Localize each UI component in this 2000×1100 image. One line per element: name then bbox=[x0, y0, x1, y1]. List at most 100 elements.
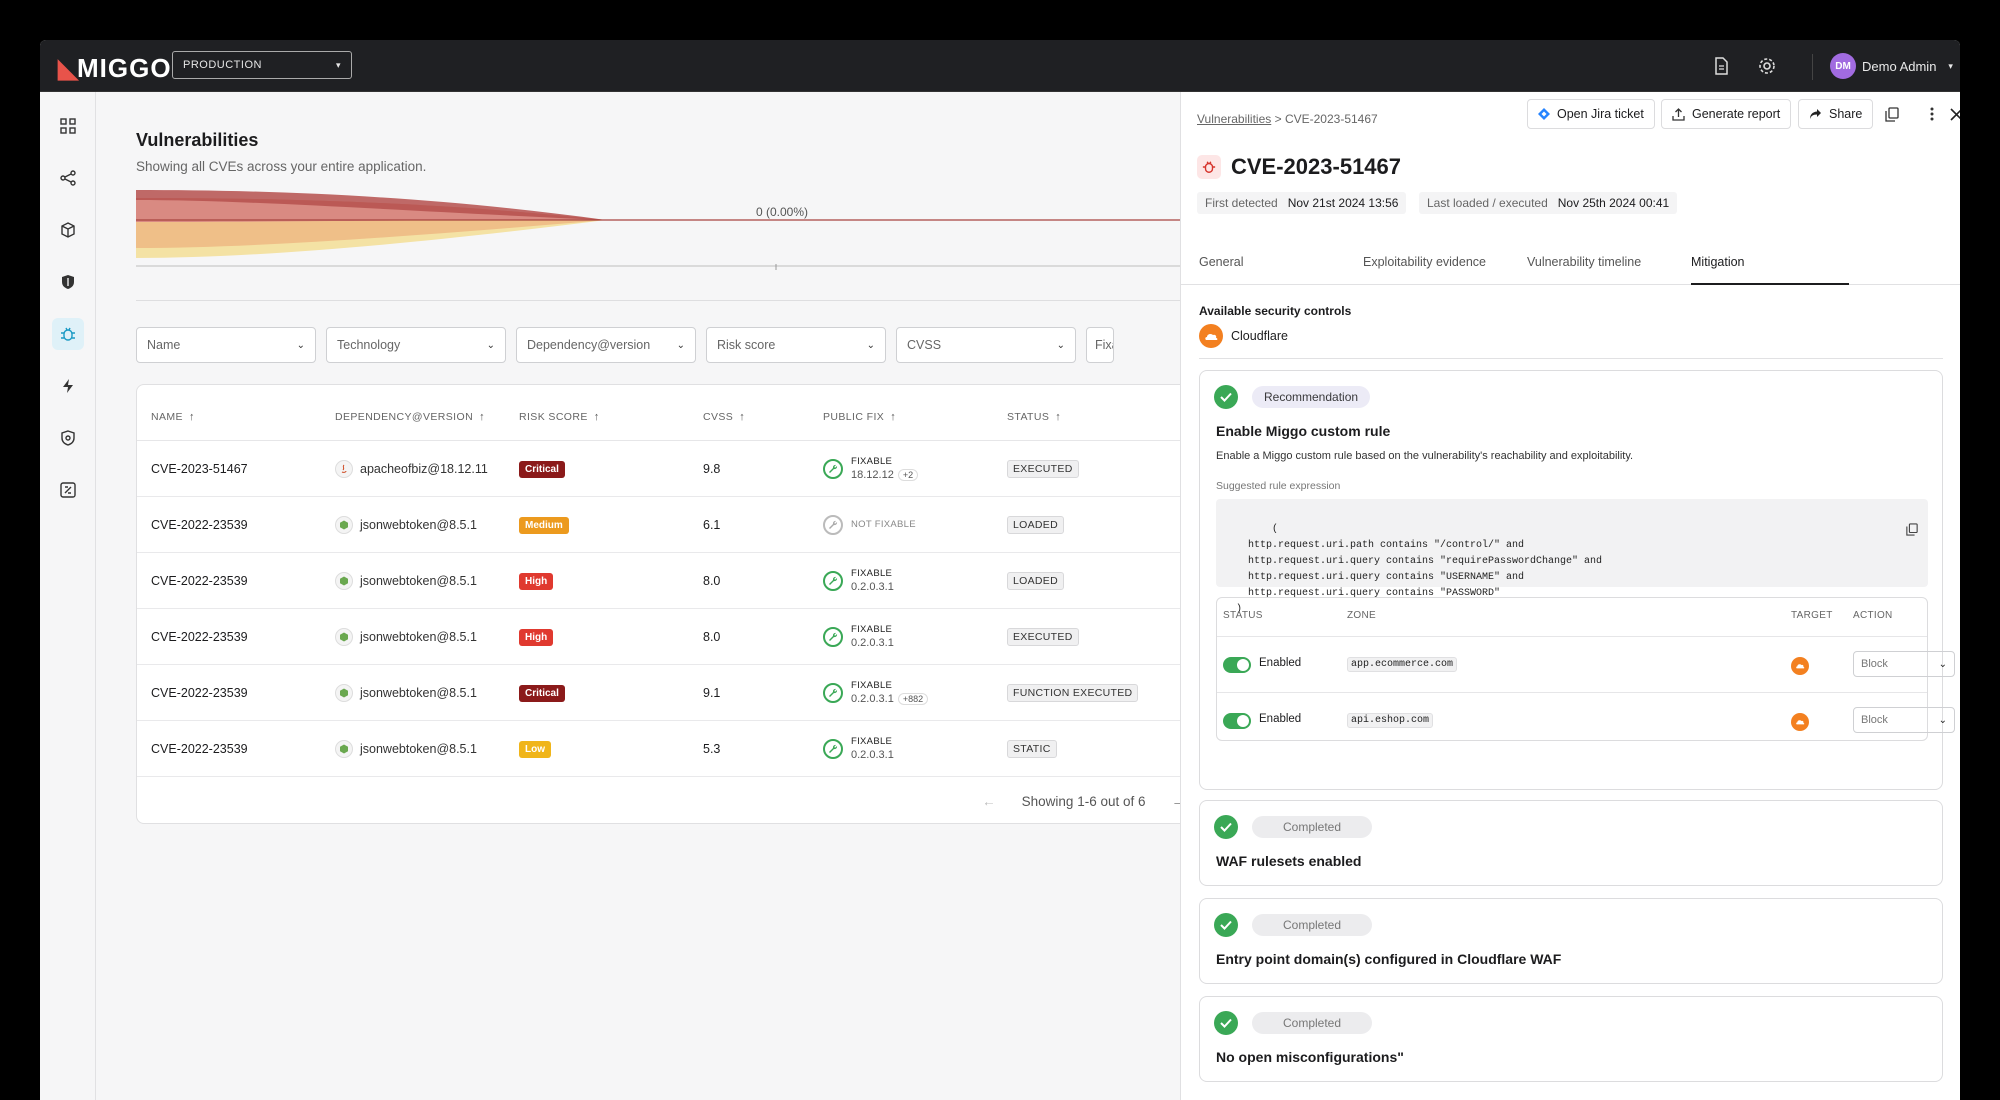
status-cell: EXECUTED bbox=[1007, 609, 1079, 665]
public-fix-cell: FIXABLE 0.2.0.3.1 bbox=[823, 553, 894, 609]
sidebar-security-policy-icon[interactable] bbox=[52, 422, 84, 454]
sort-arrow-icon[interactable]: ↑ bbox=[1055, 411, 1062, 423]
filter-dropdown[interactable]: Technology ⌄ bbox=[326, 327, 506, 363]
column-header[interactable]: STATUS ↑ bbox=[1007, 411, 1061, 423]
sort-arrow-icon[interactable]: ↑ bbox=[188, 411, 195, 423]
risk-badge: Medium bbox=[519, 516, 569, 534]
sort-arrow-icon[interactable]: ↑ bbox=[890, 411, 897, 423]
tab-vulnerability-timeline[interactable]: Vulnerability timeline bbox=[1527, 255, 1642, 269]
tab-general[interactable]: General bbox=[1199, 255, 1244, 269]
cvss-cell: 9.8 bbox=[703, 462, 721, 476]
more-versions-badge[interactable]: +2 bbox=[897, 469, 919, 481]
filter-dropdown[interactable]: Dependency@version ⌄ bbox=[516, 327, 696, 363]
column-header[interactable]: CVSS ↑ bbox=[703, 411, 745, 423]
breadcrumb: Vulnerabilities > CVE-2023-51467 bbox=[1197, 112, 1378, 126]
breadcrumb-vulnerabilities-link[interactable]: Vulnerabilities bbox=[1197, 112, 1272, 126]
sidebar-graph-icon[interactable] bbox=[52, 162, 84, 194]
dependency-cell: jsonwebtoken@8.5.1 bbox=[335, 609, 477, 665]
chevron-down-icon: ⌄ bbox=[1938, 658, 1947, 670]
status-cell: LOADED bbox=[1007, 497, 1064, 553]
risk-cell: High bbox=[519, 609, 554, 665]
sort-arrow-icon[interactable]: ↑ bbox=[739, 411, 746, 423]
table-row[interactable]: CVE-2023-51467 apacheofbiz@18.12.11 Critic… bbox=[137, 441, 1195, 497]
dependency-cell: jsonwebtoken@8.5.1 bbox=[335, 553, 477, 609]
action-select[interactable]: Block ⌄ bbox=[1853, 651, 1955, 677]
top-bar: ◣ MIGGO PRODUCTION ▾ DM Demo Admin ▾ bbox=[40, 40, 1960, 92]
risk-badge: High bbox=[519, 572, 554, 590]
fix-version: 0.2.0.3.1 bbox=[851, 580, 894, 594]
public-fix-cell: FIXABLE 18.12.12 +2 bbox=[823, 441, 919, 497]
environment-select[interactable]: PRODUCTION ▾ bbox=[172, 51, 352, 79]
cvss-cell: 5.3 bbox=[703, 742, 721, 756]
sort-arrow-icon[interactable]: ↑ bbox=[479, 411, 485, 423]
recommendation-pill: Recommendation bbox=[1252, 386, 1371, 408]
environment-value: PRODUCTION bbox=[183, 59, 262, 71]
rule-expression-text: ( http.request.uri.path contains "/contr… bbox=[1236, 524, 1603, 615]
column-header[interactable]: PUBLIC FIX ↑ bbox=[823, 411, 896, 423]
table-row[interactable]: CVE-2022-23539 jsonwebtoken@8.5.1 High 8.0 F… bbox=[137, 553, 1195, 609]
rule-row: Enabled api.eshop.com Block ⌄ bbox=[1217, 692, 1955, 748]
breadcrumb-current: CVE-2023-51467 bbox=[1284, 112, 1378, 126]
document-icon[interactable] bbox=[1710, 55, 1732, 77]
tab-exploitability-evidence[interactable]: Exploitability evidence bbox=[1363, 255, 1486, 269]
risk-badge: Critical bbox=[519, 684, 565, 702]
more-versions-badge[interactable]: +882 bbox=[897, 693, 929, 705]
sidebar-dashboard-icon[interactable] bbox=[52, 110, 84, 142]
vulnerabilities-page: Vulnerabilities Showing all CVEs across … bbox=[96, 92, 1196, 1100]
more-options-icon[interactable] bbox=[1917, 99, 1947, 129]
open-jira-ticket-button[interactable]: Open Jira ticket bbox=[1527, 99, 1655, 129]
column-header[interactable]: NAME ↑ bbox=[151, 411, 195, 423]
fix-version: 0.2.0.3.1 bbox=[851, 636, 894, 650]
nodejs-icon bbox=[335, 740, 353, 758]
rule-expression-code[interactable]: ( http.request.uri.path contains "/contr… bbox=[1216, 499, 1928, 615]
page-title: Vulnerabilities bbox=[136, 130, 259, 150]
cloudflare-control[interactable]: Cloudflare bbox=[1199, 324, 1288, 348]
filter-label: Name bbox=[147, 338, 181, 352]
column-header[interactable]: DEPENDENCY@VERSION ↑ bbox=[335, 411, 485, 423]
sidebar-lightning-icon[interactable] bbox=[52, 370, 84, 402]
sidebar-shield-icon[interactable] bbox=[52, 266, 84, 298]
close-panel-icon[interactable] bbox=[1941, 99, 1960, 129]
table-row[interactable]: CVE-2022-23539 jsonwebtoken@8.5.1 Critical… bbox=[137, 665, 1195, 721]
filter-dropdown[interactable]: Fixa bbox=[1086, 327, 1114, 363]
table-row[interactable]: CVE-2022-23539 jsonwebtoken@8.5.1 High 8.0 F… bbox=[137, 609, 1195, 665]
filter-dropdown[interactable]: Risk score ⌄ bbox=[706, 327, 886, 363]
sidebar-vulnerabilities-bug-icon[interactable] bbox=[52, 318, 84, 350]
generate-report-button[interactable]: Generate report bbox=[1661, 99, 1792, 129]
filter-dropdown[interactable]: CVSS ⌄ bbox=[896, 327, 1076, 363]
settings-gear-icon[interactable] bbox=[1756, 55, 1778, 77]
copy-code-icon[interactable] bbox=[1846, 507, 1918, 559]
cvss-cell: 8.0 bbox=[703, 630, 721, 644]
wrench-icon bbox=[823, 571, 843, 591]
miggo-logo[interactable]: ◣ MIGGO bbox=[58, 53, 172, 84]
public-fix-cell: FIXABLE 0.2.0.3.1 bbox=[823, 609, 894, 665]
completed-pill: Completed bbox=[1252, 816, 1372, 838]
cloudflare-target-icon bbox=[1791, 713, 1809, 731]
prev-page-arrow-icon[interactable]: ← bbox=[982, 793, 996, 809]
chart-band-critical bbox=[136, 190, 1180, 220]
filter-dropdown[interactable]: Name ⌄ bbox=[136, 327, 316, 363]
wrench-icon bbox=[823, 515, 843, 535]
sidebar-package-icon[interactable] bbox=[52, 214, 84, 246]
table-row[interactable]: CVE-2022-23539 jsonwebtoken@8.5.1 Medium 6.… bbox=[137, 497, 1195, 553]
recommendation-card: Recommendation Enable Miggo custom rule … bbox=[1199, 370, 1955, 790]
table-body: CVE-2023-51467 apacheofbiz@18.12.11 Critic… bbox=[137, 441, 1195, 777]
action-select[interactable]: Block ⌄ bbox=[1853, 707, 1955, 733]
sort-arrow-icon[interactable]: ↑ bbox=[593, 411, 600, 423]
enabled-toggle[interactable] bbox=[1223, 657, 1251, 673]
fix-status: FIXABLE bbox=[851, 624, 893, 635]
column-header[interactable]: RISK SCORE ↑ bbox=[519, 411, 600, 423]
share-button[interactable]: Share bbox=[1798, 99, 1874, 129]
dependency-text: jsonwebtoken@8.5.1 bbox=[360, 630, 477, 644]
user-menu[interactable]: DM Demo Admin ▾ bbox=[1814, 52, 1953, 80]
risk-distribution-chart: 0 (0.00%) bbox=[136, 190, 1180, 270]
tab-mitigation[interactable]: Mitigation bbox=[1691, 247, 1849, 285]
copy-icon[interactable] bbox=[1877, 99, 1907, 129]
section-divider bbox=[1199, 358, 1943, 359]
filter-label: CVSS bbox=[907, 338, 942, 352]
fix-info: FIXABLE 0.2.0.3.1 bbox=[823, 624, 894, 650]
table-row[interactable]: CVE-2022-23539 jsonwebtoken@8.5.1 Low 5.3 FI… bbox=[137, 721, 1195, 777]
public-fix-cell: FIXABLE 0.2.0.3.1 +882 bbox=[823, 665, 929, 721]
sidebar-integrations-icon[interactable] bbox=[52, 474, 84, 506]
enabled-toggle[interactable] bbox=[1223, 713, 1251, 729]
